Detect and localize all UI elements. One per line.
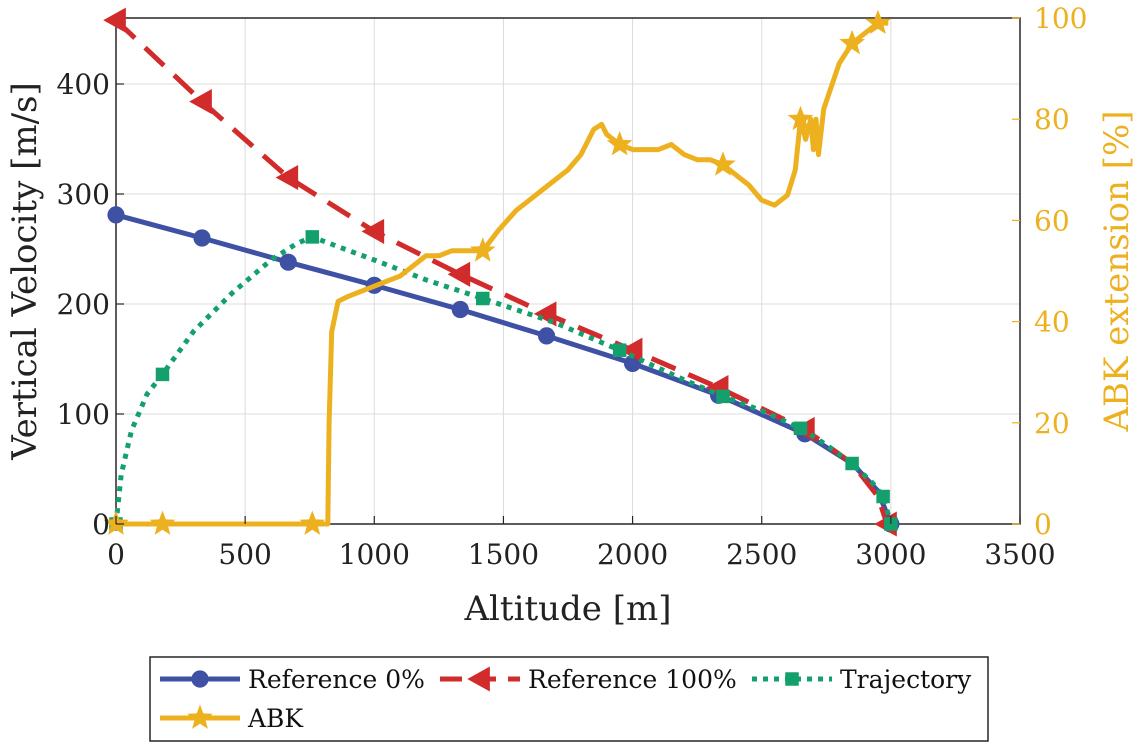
series-marker-trajectory bbox=[476, 291, 490, 306]
series-marker-reference-0 bbox=[537, 327, 556, 345]
x-tick-label: 3500 bbox=[984, 538, 1055, 571]
legend-label: Trajectory bbox=[840, 665, 972, 694]
y-tick-label: 0 bbox=[92, 508, 110, 541]
x-tick-label: 1500 bbox=[468, 538, 539, 571]
series-marker-abk bbox=[149, 510, 176, 535]
series-marker-reference-0 bbox=[193, 229, 211, 247]
series-line-reference-100 bbox=[114, 18, 890, 525]
series-reference-100 bbox=[103, 7, 897, 537]
series-marker-abk bbox=[865, 9, 891, 34]
series-marker-abk bbox=[787, 105, 814, 131]
series-marker-reference-100 bbox=[189, 89, 212, 115]
series-marker-reference-100 bbox=[103, 7, 126, 33]
legend-label: Reference 0% bbox=[248, 665, 425, 694]
legend-label: Reference 100% bbox=[528, 665, 737, 694]
series-abk bbox=[103, 9, 891, 535]
y-axis-label: Vertical Velocity [m/s] bbox=[5, 82, 45, 461]
x-axis-label: Altitude [m] bbox=[464, 589, 672, 629]
x-tick-label: 3000 bbox=[855, 538, 926, 571]
y-right-tick-label: 20 bbox=[1034, 407, 1070, 440]
y-right-tick-label: 80 bbox=[1034, 103, 1070, 136]
y-right-tick-label: 40 bbox=[1034, 306, 1070, 339]
series-marker-abk bbox=[839, 29, 865, 55]
x-tick-label: 2500 bbox=[726, 538, 797, 571]
x-tick-label: 1000 bbox=[339, 538, 410, 571]
y-axis-ticks: 0 100 200 300 400 bbox=[57, 68, 124, 541]
series-marker-abk bbox=[299, 510, 326, 535]
series-marker-abk bbox=[469, 237, 496, 262]
series-marker-trajectory bbox=[155, 367, 170, 382]
legend-swatch-marker bbox=[191, 670, 209, 688]
legend-item-reference-100: Reference 100% bbox=[440, 665, 737, 694]
y-right-tick-label: 0 bbox=[1034, 508, 1052, 541]
x-tick-label: 0 bbox=[107, 538, 125, 571]
series-marker-trajectory bbox=[845, 456, 859, 471]
series-marker-trajectory bbox=[876, 489, 890, 504]
legend-item-reference-0: Reference 0% bbox=[160, 665, 425, 694]
legend-box bbox=[149, 656, 989, 742]
series-marker-reference-100 bbox=[447, 261, 471, 287]
series-marker-reference-100 bbox=[275, 164, 299, 191]
legend-item-trajectory: Trajectory bbox=[752, 665, 972, 694]
legend: Reference 0% Reference 100% Trajectory ABK bbox=[149, 656, 989, 742]
series-marker-abk bbox=[606, 131, 633, 156]
series-marker-reference-0 bbox=[451, 300, 469, 319]
y-right-tick-label: 100 bbox=[1034, 2, 1087, 35]
legend-label: ABK bbox=[247, 704, 304, 733]
series-marker-reference-100 bbox=[361, 218, 385, 244]
y-right-tick-label: 60 bbox=[1034, 204, 1070, 237]
y-tick-label: 200 bbox=[57, 288, 110, 321]
legend-swatch-marker bbox=[467, 666, 490, 692]
series-line-trajectory bbox=[113, 234, 894, 525]
x-tick-label: 500 bbox=[218, 538, 271, 571]
series-line-abk bbox=[116, 20, 889, 527]
legend-item-abk: ABK bbox=[160, 704, 304, 733]
legend-swatch-marker bbox=[187, 704, 213, 729]
legend-swatch-marker bbox=[785, 672, 799, 686]
y-right-axis-label: ABK extension [%] bbox=[1097, 110, 1137, 432]
series-marker-abk bbox=[710, 151, 736, 176]
grid bbox=[116, 18, 1020, 524]
y-tick-label: 400 bbox=[57, 68, 110, 101]
series-layer bbox=[103, 7, 900, 537]
y-tick-label: 100 bbox=[57, 398, 110, 431]
series-marker-trajectory bbox=[305, 230, 320, 244]
series-marker-trajectory bbox=[716, 389, 730, 404]
series-marker-reference-0 bbox=[107, 206, 125, 224]
y-tick-label: 300 bbox=[57, 178, 110, 211]
plot-frame bbox=[115, 17, 1021, 525]
x-tick-label: 2000 bbox=[597, 538, 668, 571]
series-marker-trajectory bbox=[793, 421, 808, 436]
x-axis-ticks: 0 500 1000 1500 2000 2500 3000 3500 bbox=[107, 516, 1056, 571]
series-marker-trajectory bbox=[612, 343, 627, 357]
y-right-axis-ticks: 0 20 40 60 80 100 bbox=[1012, 2, 1087, 541]
series-marker-reference-0 bbox=[279, 253, 297, 271]
